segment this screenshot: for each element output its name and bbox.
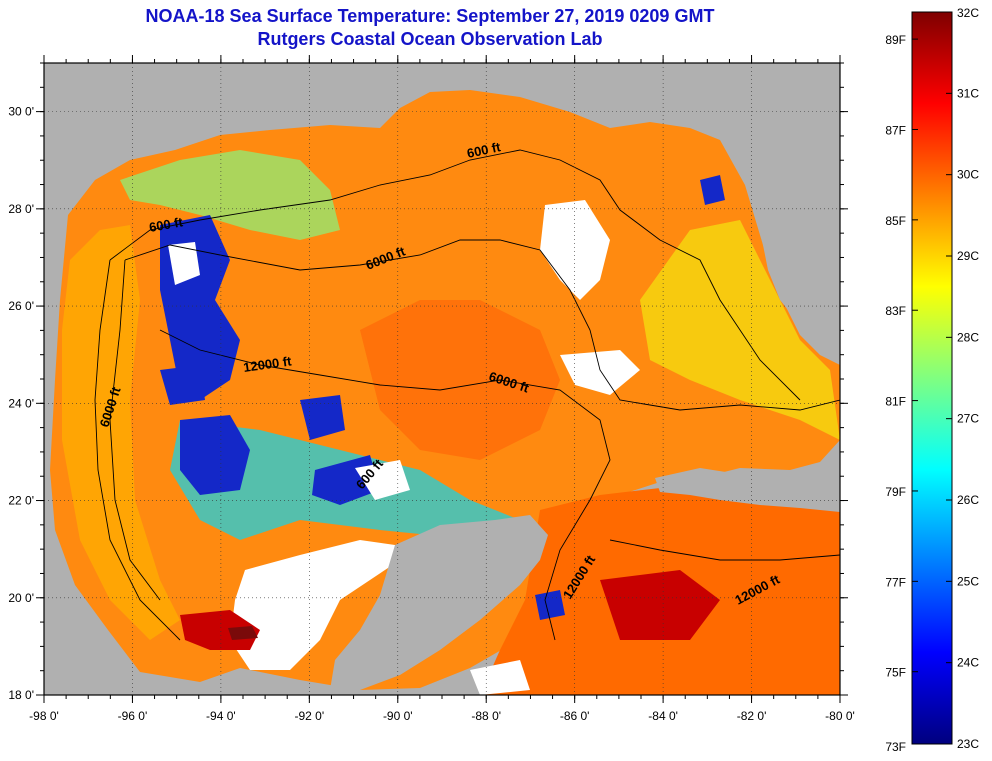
colorbar-f-label: 79F [885, 485, 906, 499]
colorbar-c-label: 28C [957, 330, 979, 344]
colorbar-f-label: 89F [885, 33, 906, 47]
hot-spot-core [228, 626, 258, 640]
colorbar-c-label: 29C [957, 249, 979, 263]
cold-patch-5 [160, 365, 205, 405]
lon-label: -90 0' [383, 709, 413, 723]
contour-label-600-ft-north: 600 ft [466, 139, 503, 161]
contour-label-600-ft-west: 600 ft [148, 214, 185, 235]
colorbar-f-label: 81F [885, 395, 906, 409]
lat-label: 28 0' [8, 202, 34, 216]
lon-label: -88 0' [471, 709, 501, 723]
lon-label: -86 0' [560, 709, 590, 723]
cold-patch-2 [180, 415, 250, 495]
longitude-labels: -98 0' -96 0' -94 0' -92 0' -90 0' -88 0' -86 … [29, 709, 855, 723]
hot-spots [180, 570, 720, 650]
colorbar [911, 11, 953, 745]
lat-label: 24 0' [8, 396, 34, 410]
lon-label: -80 0' [825, 709, 855, 723]
lat-label: 22 0' [8, 494, 34, 508]
colorbar-fahrenheit-labels: 89F 87F 85F 83F 81F 79F 77F 75F 73F [885, 33, 918, 754]
latitude-labels: 30 0' 28 0' 26 0' 24 0' 22 0' 20 0' 18 0' [8, 105, 34, 702]
colorbar-f-label: 75F [885, 666, 906, 680]
lat-label: 26 0' [8, 299, 34, 313]
map-area [44, 63, 840, 695]
lon-label: -92 0' [295, 709, 325, 723]
hot-spot-caribbean [600, 570, 720, 640]
graticule [44, 63, 840, 695]
hot-spot-bay-of-campeche [180, 610, 260, 650]
cloud-patches [168, 200, 640, 695]
colorbar-f-label: 85F [885, 214, 906, 228]
cloud-patch-east [540, 200, 610, 300]
contour-line-600-ft [109, 149, 801, 401]
contour-line-12000-ft [159, 329, 611, 641]
colorbar-c-label: 23C [957, 737, 979, 751]
cloud-patch-west [168, 242, 200, 285]
cloud-patch-central [355, 460, 410, 500]
colorbar-c-label: 30C [957, 168, 979, 182]
colorbar-c-label: 24C [957, 656, 979, 670]
axis-ticks [36, 55, 848, 703]
contour-line-12000-ft-caribbean [609, 539, 840, 561]
colorbar-f-label: 87F [885, 123, 906, 137]
yucatan-peninsula-land [330, 515, 548, 690]
lon-label: -94 0' [206, 709, 236, 723]
colorbar-f-label: 73F [885, 740, 906, 754]
colorbar-f-label: 83F [885, 304, 906, 318]
colorbar-c-label: 25C [957, 574, 979, 588]
contour-line-6000-ft-west [109, 259, 161, 601]
colorbar-celsius-labels: 32C 31C 30C 29C 28C 27C 26C 25C 24C 23C [946, 6, 979, 751]
lon-label: -82 0' [737, 709, 767, 723]
lat-label: 20 0' [8, 591, 34, 605]
lon-label: -98 0' [29, 709, 59, 723]
colorbar-c-label: 27C [957, 412, 979, 426]
lon-label: -96 0' [118, 709, 148, 723]
contour-line-600-ft-west [94, 259, 181, 641]
cold-patch-6 [535, 590, 565, 620]
lat-label: 30 0' [8, 105, 34, 119]
northern-shelf-cool-band [120, 150, 340, 240]
cold-patch-7 [700, 175, 725, 205]
map-subtitle: Rutgers Coastal Ocean Observation Lab [257, 29, 603, 49]
central-warm-region [360, 300, 560, 460]
contour-label-12000-ft-central: 12000 ft [242, 353, 293, 375]
cloud-patch-south [470, 660, 530, 695]
lon-label: -84 0' [648, 709, 678, 723]
colorbar-f-label: 77F [885, 575, 906, 589]
colorbar-c-label: 26C [957, 493, 979, 507]
lat-label: 18 0' [8, 688, 34, 702]
cuba-land [655, 468, 840, 512]
contour-line-6000-ft [124, 239, 840, 411]
western-shelf-warm-band [62, 225, 180, 640]
map-title: NOAA-18 Sea Surface Temperature: Septemb… [145, 6, 715, 26]
colorbar-c-label: 31C [957, 86, 979, 100]
colorbar-c-label: 32C [957, 6, 979, 20]
bathymetry-contours [94, 149, 840, 641]
cloud-patch-yucatan [230, 540, 400, 670]
cloud-patch-east-2 [560, 350, 640, 395]
cold-patch-3 [300, 395, 345, 440]
